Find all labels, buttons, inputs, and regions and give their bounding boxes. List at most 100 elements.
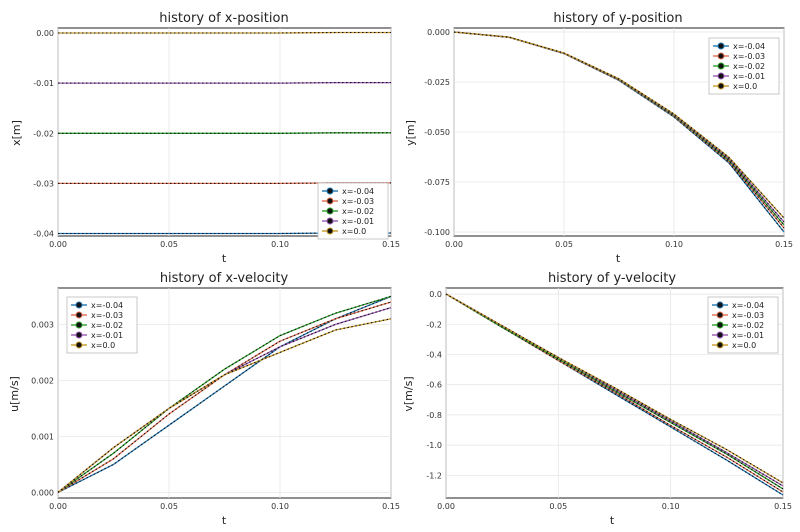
y-axis-label: y[m]	[404, 120, 417, 146]
x-tick-label: 0.05	[160, 240, 178, 249]
y-tick-label: 0.0	[429, 290, 442, 299]
legend-marker	[75, 341, 83, 349]
legend-label: x=-0.03	[342, 197, 374, 206]
x-axis-label: t	[610, 514, 615, 527]
legend-marker	[326, 227, 334, 235]
y-tick-label: -0.2	[426, 320, 442, 329]
legend-label: x=-0.04	[91, 301, 123, 310]
y-tick-label: -0.01	[33, 79, 54, 88]
y-tick-label: 0.000	[427, 28, 450, 37]
legend-marker	[326, 197, 334, 205]
y-tick-label: 0.001	[31, 432, 54, 441]
legend-marker	[75, 311, 83, 319]
y-axis-label: u[m/s]	[8, 376, 21, 412]
y-tick-label: -1.0	[426, 441, 442, 450]
series-line	[58, 81, 391, 84]
x-axis-label: t	[222, 252, 227, 265]
panel-y-position: history of y-position t y[m] 0.00 0.05 0.1…	[404, 11, 793, 265]
x-tick-label: 0.05	[555, 240, 573, 249]
legend-marker	[717, 72, 725, 80]
legend-label: x=-0.03	[732, 311, 764, 320]
chart-marks: 0.00 0.05 0.10 0.15 0.000 0.001 0.002 0.003 x=-0…	[31, 288, 400, 511]
legend-marker	[716, 341, 724, 349]
y-tick-label: -0.04	[33, 229, 54, 238]
x-tick-label: 0.10	[665, 240, 683, 249]
chart-title: history of x-velocity	[160, 271, 289, 286]
legend-marker	[716, 331, 724, 339]
y-tick-label: 0.002	[31, 376, 54, 385]
x-tick-label: 0.00	[445, 240, 463, 249]
legend-marker	[717, 42, 725, 50]
x-tick-label: 0.00	[49, 502, 67, 511]
legend-label: x=-0.02	[91, 321, 123, 330]
y-axis-label: v[m/s]	[402, 376, 415, 411]
legend-label: x=-0.02	[732, 321, 764, 330]
legend-marker	[716, 321, 724, 329]
legend-label: x=-0.02	[733, 62, 765, 71]
legend-label: x=-0.03	[91, 311, 123, 320]
series-line	[58, 132, 391, 134]
y-tick-label: -1.2	[426, 471, 442, 480]
x-axis-label: t	[616, 252, 621, 265]
series-marker-trace	[445, 293, 784, 484]
legend-label: x=-0.04	[342, 187, 374, 196]
legend-label: x=-0.01	[732, 331, 764, 340]
legend-marker	[326, 207, 334, 215]
legend-marker	[75, 301, 83, 309]
y-tick-label: -0.6	[426, 381, 442, 390]
y-tick-label: -0.02	[33, 129, 54, 138]
panel-y-velocity: history of y-velocity t v[m/s] 0.00 0.05 0…	[402, 271, 792, 527]
x-tick-label: 0.15	[775, 240, 793, 249]
legend-label: x=-0.03	[733, 52, 765, 61]
y-tick-label: -0.075	[424, 178, 450, 187]
chart-title: history of y-position	[553, 11, 682, 26]
panel-x-position: history of x-position t x[m] 0.00 0.05 0.1…	[10, 11, 400, 265]
x-axis-label: t	[222, 514, 227, 527]
legend-label: x=-0.01	[733, 72, 765, 81]
chart-title: history of x-position	[159, 11, 288, 26]
legend-label: x=-0.01	[342, 217, 374, 226]
legend-marker	[716, 311, 724, 319]
y-tick-label: 0.000	[31, 488, 54, 497]
legend-marker	[75, 331, 83, 339]
series-line	[58, 31, 391, 34]
series-marker-trace	[445, 293, 784, 490]
y-tick-label: 0.003	[31, 320, 54, 329]
x-tick-label: 0.05	[549, 502, 567, 511]
y-tick-label: -0.4	[426, 350, 442, 359]
legend-label: x=-0.04	[733, 42, 765, 51]
series-marker-trace	[453, 31, 785, 219]
legend-marker	[717, 52, 725, 60]
y-tick-label: 0.00	[36, 29, 54, 38]
y-tick-label: -0.100	[424, 228, 450, 237]
legend-marker	[717, 82, 725, 90]
y-axis-label: x[m]	[10, 120, 23, 146]
chart-marks: 0.00 0.05 0.10 0.15 -1.2 -1.0 -0.8 -0.6 -0.4 -0.2…	[426, 288, 792, 511]
x-tick-label: 0.00	[437, 502, 455, 511]
panel-x-velocity: history of x-velocity t u[m/s] 0.00 0.05 0…	[8, 271, 400, 527]
chart-title: history of y-velocity	[548, 271, 676, 286]
legend-marker	[326, 187, 334, 195]
y-tick-label: -0.8	[426, 411, 442, 420]
legend-label: x=-0.01	[91, 331, 123, 340]
legend-label: x=0.0	[342, 227, 366, 236]
y-tick-label: -0.025	[424, 78, 450, 87]
y-tick-label: -0.050	[424, 128, 450, 137]
series-marker-trace	[57, 318, 392, 493]
legend-label: x=-0.02	[342, 207, 374, 216]
x-tick-label: 0.15	[382, 240, 400, 249]
x-tick-label: 0.15	[382, 502, 400, 511]
x-tick-label: 0.10	[271, 502, 289, 511]
legend-label: x=-0.04	[732, 301, 764, 310]
legend-label: x=0.0	[732, 341, 756, 350]
chart-marks: 0.00 0.05 0.10 0.15 -0.100 -0.075 -0.050 -0.025…	[424, 28, 793, 249]
legend-marker	[326, 217, 334, 225]
x-tick-label: 0.00	[49, 240, 67, 249]
legend-marker	[75, 321, 83, 329]
series-line	[57, 295, 392, 493]
x-tick-label: 0.15	[774, 502, 792, 511]
chart-marks: 0.00 0.05 0.10 0.15 -0.04 -0.03 -0.02 -0.01 0.00…	[33, 28, 400, 249]
legend-marker	[717, 62, 725, 70]
legend-label: x=0.0	[733, 82, 757, 91]
